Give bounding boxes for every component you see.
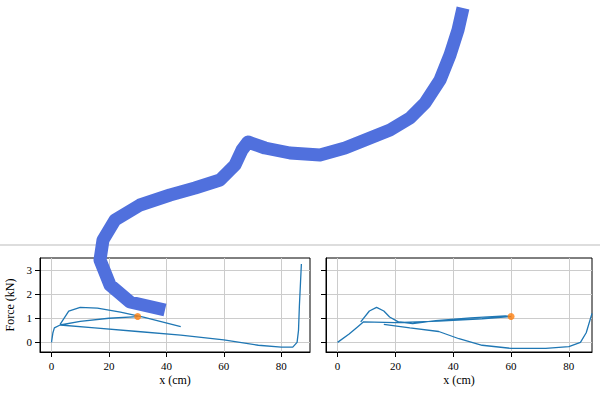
svg-text:0: 0	[27, 336, 33, 348]
svg-text:40: 40	[448, 360, 460, 372]
svg-text:40: 40	[161, 360, 173, 372]
svg-text:60: 60	[506, 360, 517, 372]
svg-text:Force (kN): Force (kN)	[3, 279, 17, 332]
svg-text:x (cm): x (cm)	[443, 373, 475, 387]
svg-text:2: 2	[27, 288, 33, 300]
svg-text:x (cm): x (cm)	[159, 373, 191, 387]
svg-text:80: 80	[563, 360, 575, 372]
svg-text:1: 1	[27, 312, 33, 324]
svg-text:0: 0	[49, 360, 55, 372]
svg-text:0: 0	[335, 360, 341, 372]
svg-text:3: 3	[27, 264, 33, 276]
svg-text:20: 20	[390, 360, 402, 372]
svg-text:80: 80	[276, 360, 288, 372]
svg-text:20: 20	[103, 360, 115, 372]
svg-text:60: 60	[218, 360, 230, 372]
